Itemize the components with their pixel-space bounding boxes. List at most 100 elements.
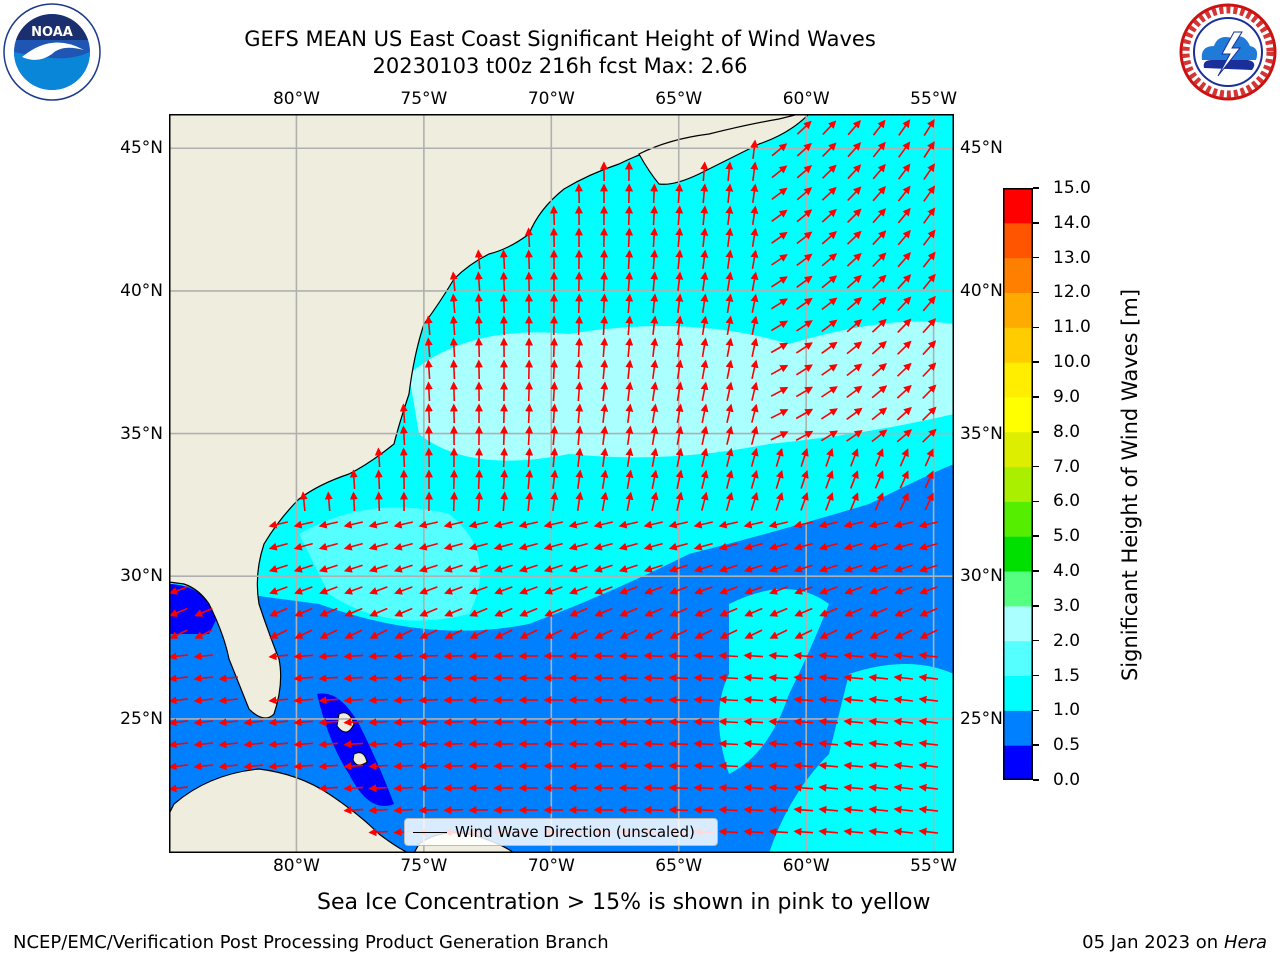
wave-direction-arrow [693, 717, 714, 726]
wave-direction-arrow [918, 651, 938, 660]
wave-direction-arrow [368, 828, 389, 837]
wave-direction-arrow [793, 783, 814, 792]
wave-direction-arrow [769, 629, 788, 639]
wave-direction-arrow [818, 651, 839, 660]
wave-direction-arrow [193, 740, 213, 749]
wave-direction-arrow [819, 607, 838, 617]
wave-direction-arrow [843, 761, 864, 770]
wave-direction-arrow [750, 337, 759, 357]
wave-direction-arrow [818, 717, 839, 726]
wave-direction-arrow [700, 205, 709, 226]
wave-direction-arrow [675, 381, 684, 402]
wave-direction-arrow [293, 740, 314, 749]
wave-direction-arrow [924, 448, 934, 467]
wave-direction-arrow [743, 520, 763, 529]
wave-direction-arrow [469, 607, 488, 617]
wave-direction-arrow [193, 696, 213, 705]
wave-direction-arrow [700, 337, 709, 358]
wave-direction-arrow [700, 469, 709, 489]
wave-direction-arrow [846, 252, 862, 267]
wave-direction-arrow [694, 629, 713, 639]
wave-direction-arrow [318, 564, 338, 573]
wave-direction-arrow [368, 718, 389, 727]
colorbar-segment [1003, 710, 1033, 746]
colorbar-tick-mark [1033, 256, 1039, 259]
wave-direction-arrow [543, 542, 563, 551]
wave-direction-arrow [668, 695, 689, 704]
wave-direction-arrow [899, 448, 909, 467]
wave-direction-arrow [693, 673, 714, 682]
wave-direction-arrow [669, 629, 688, 639]
wave-direction-arrow [843, 827, 864, 836]
colorbar-tick-mark [1033, 535, 1039, 537]
colorbar-tick-label: 8.0 [1053, 421, 1081, 442]
wave-direction-arrow [475, 491, 484, 512]
wave-direction-arrow [600, 381, 609, 402]
wave-direction-arrow [519, 629, 538, 639]
wave-direction-arrow [650, 271, 659, 292]
wave-direction-arrow [369, 586, 388, 595]
wave-direction-arrow [700, 425, 709, 445]
wave-direction-arrow [795, 386, 814, 398]
wave-direction-arrow [794, 586, 813, 595]
wave-direction-arrow [669, 586, 688, 595]
wave-direction-arrow [569, 586, 588, 595]
wave-direction-arrow [424, 315, 433, 336]
colorbar-tick-label: 0.5 [1053, 735, 1081, 756]
wave-direction-arrow [675, 315, 684, 336]
wave-direction-arrow [368, 806, 389, 815]
wave-direction-arrow [897, 296, 912, 312]
wave-direction-arrow [868, 827, 889, 836]
wave-direction-arrow [771, 254, 788, 266]
wave-direction-arrow [293, 696, 314, 705]
wave-direction-arrow [725, 403, 734, 423]
wave-direction-arrow [700, 183, 709, 204]
wave-direction-arrow [800, 491, 809, 511]
lat-tick-label: 45°N [960, 138, 1003, 159]
wave-direction-arrow [868, 717, 889, 726]
wave-direction-arrow [743, 542, 763, 551]
wave-direction-arrow [675, 491, 684, 511]
wave-direction-arrow [868, 542, 888, 551]
wave-direction-arrow [744, 629, 763, 639]
wave-direction-arrow [693, 739, 714, 748]
wave-direction-arrow [543, 564, 563, 573]
wave-direction-arrow [919, 586, 938, 595]
wave-direction-arrow [469, 629, 488, 639]
colorbar-tick-label: 3.0 [1053, 595, 1081, 616]
wave-direction-arrow [399, 403, 408, 424]
wave-direction-arrow [897, 340, 912, 355]
map-subtitle: 20230103 t00z 216h fcst Max: 2.66 [372, 54, 748, 78]
wave-direction-arrow [725, 425, 734, 445]
wave-direction-arrow [299, 491, 308, 512]
colorbar-segment [1003, 536, 1033, 572]
wave-direction-arrow [169, 586, 188, 595]
wave-direction-arrow [818, 695, 839, 704]
wave-direction-arrow [793, 673, 814, 682]
wave-direction-arrow [568, 542, 588, 551]
wave-direction-arrow [818, 827, 839, 836]
wave-direction-arrow [368, 674, 389, 683]
wave-direction-arrow [419, 607, 438, 617]
wave-direction-arrow [793, 564, 813, 573]
wave-direction-arrow [871, 429, 888, 443]
colorbar-segment [1003, 640, 1033, 677]
wave-direction-arrow [744, 586, 763, 595]
wave-direction-arrow [499, 293, 508, 314]
wave-direction-arrow [644, 586, 663, 595]
lat-tick-label: 40°N [120, 280, 163, 301]
wave-direction-arrow [343, 696, 364, 705]
wave-direction-arrow [822, 142, 837, 157]
wave-direction-arrow [718, 783, 739, 792]
wave-direction-arrow [374, 491, 383, 512]
wave-direction-arrow [319, 586, 338, 595]
wave-direction-arrow [846, 319, 863, 333]
wave-direction-arrow [770, 320, 789, 332]
wave-direction-arrow [600, 271, 609, 292]
wave-direction-arrow [475, 469, 484, 490]
wave-direction-arrow [818, 739, 839, 748]
colorbar-tick-mark [1033, 291, 1039, 294]
wave-direction-arrow [893, 651, 913, 660]
map-legend: Wind Wave Direction (unscaled) [404, 818, 718, 846]
wave-direction-arrow [725, 249, 734, 270]
